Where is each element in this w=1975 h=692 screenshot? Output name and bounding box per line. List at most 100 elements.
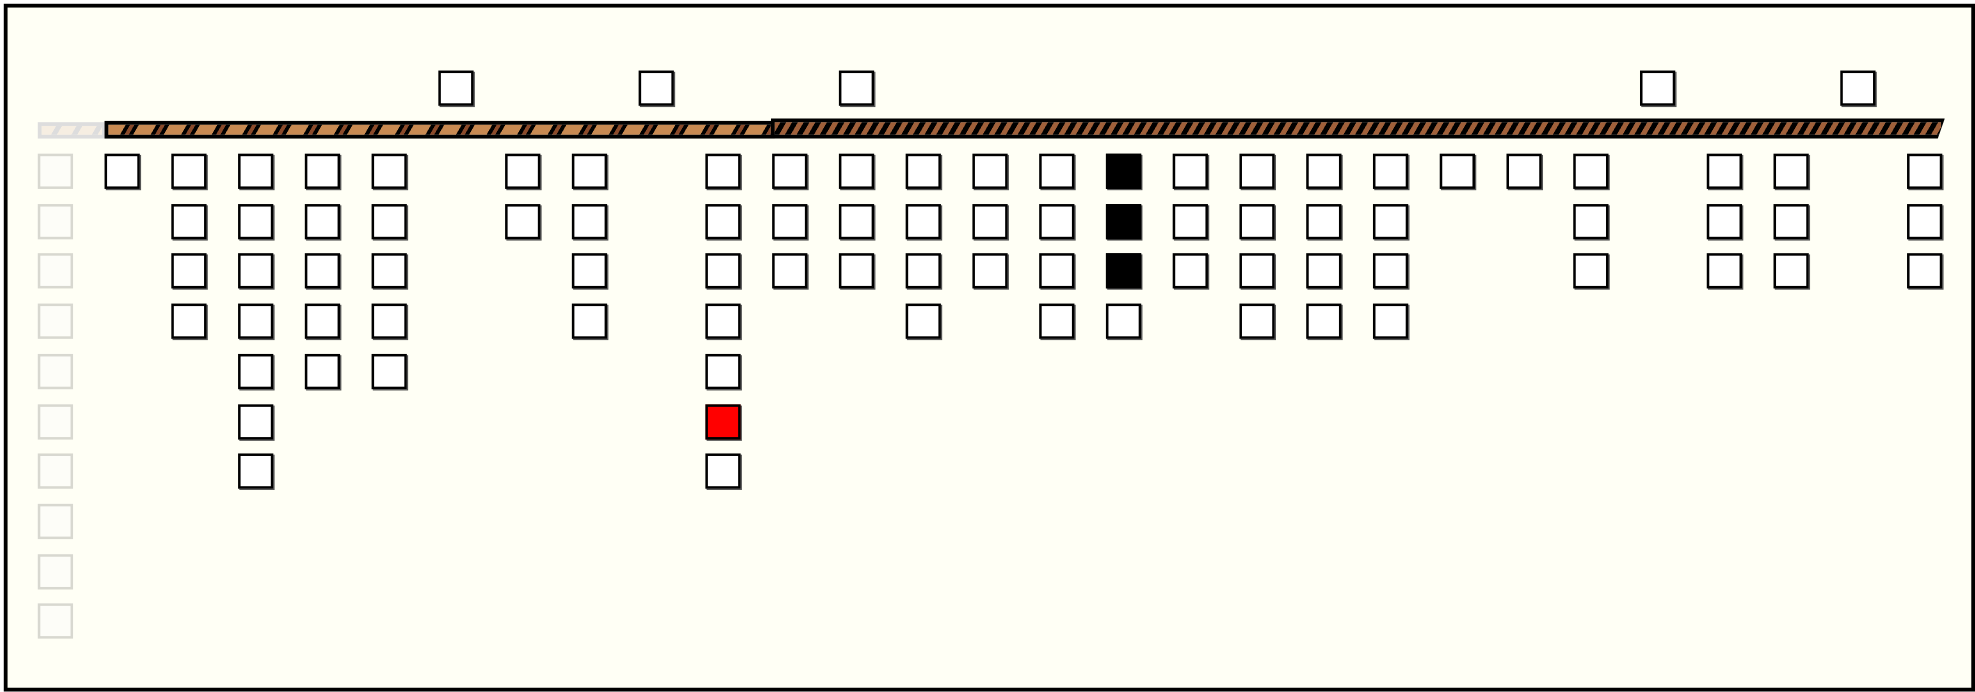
cell[interactable] (371, 204, 407, 240)
cell[interactable] (772, 153, 808, 189)
cell[interactable] (505, 153, 541, 189)
cell[interactable] (304, 253, 341, 289)
cell[interactable] (1039, 204, 1075, 240)
cell[interactable] (1907, 153, 1943, 189)
ghost-cell (37, 153, 74, 189)
cell[interactable] (1573, 253, 1609, 289)
ghost-rail (37, 122, 106, 139)
cell[interactable] (972, 204, 1008, 240)
cell[interactable] (1907, 204, 1943, 240)
cell[interactable] (705, 253, 741, 289)
cell[interactable] (1506, 153, 1542, 189)
cell[interactable] (1306, 153, 1342, 189)
black-cell[interactable] (1105, 153, 1142, 189)
cell[interactable] (171, 153, 207, 189)
cell[interactable] (238, 404, 274, 440)
ghost-cell (37, 503, 74, 539)
cell[interactable] (238, 253, 274, 289)
cell[interactable] (1573, 153, 1609, 189)
cell[interactable] (1706, 153, 1743, 189)
ghost-cell (37, 603, 74, 639)
top-slot[interactable] (438, 70, 474, 106)
cell[interactable] (838, 153, 875, 189)
cell[interactable] (705, 353, 741, 390)
cell[interactable] (571, 303, 608, 339)
cell[interactable] (1172, 253, 1208, 289)
cell[interactable] (171, 303, 207, 339)
cell[interactable] (371, 253, 407, 289)
cell[interactable] (705, 153, 741, 189)
cell[interactable] (1239, 204, 1275, 240)
cell[interactable] (371, 353, 407, 390)
cell[interactable] (1773, 253, 1809, 289)
cell[interactable] (972, 153, 1008, 189)
cell[interactable] (571, 153, 608, 189)
cell[interactable] (1172, 204, 1208, 240)
ghost-cell (37, 353, 74, 389)
cell[interactable] (171, 253, 207, 289)
rail-left (104, 120, 775, 139)
cell[interactable] (1105, 303, 1142, 339)
cell[interactable] (1306, 303, 1342, 339)
cell[interactable] (1039, 253, 1075, 289)
cell[interactable] (1239, 303, 1275, 339)
cell[interactable] (1172, 153, 1208, 189)
cell[interactable] (1372, 303, 1409, 339)
cell[interactable] (1306, 204, 1342, 240)
ghost-cell (37, 403, 74, 439)
cell[interactable] (705, 303, 741, 339)
cell[interactable] (1706, 253, 1743, 289)
cell[interactable] (238, 204, 274, 240)
cell[interactable] (1372, 153, 1409, 189)
cell[interactable] (972, 253, 1008, 289)
ghost-cell (37, 553, 74, 589)
cell[interactable] (1439, 153, 1475, 189)
top-slot[interactable] (638, 70, 674, 106)
cell[interactable] (505, 204, 541, 240)
cell[interactable] (1773, 204, 1809, 240)
cell[interactable] (772, 204, 808, 240)
cell[interactable] (304, 204, 341, 240)
game-board (3, 3, 1975, 692)
cell[interactable] (1306, 253, 1342, 289)
cell[interactable] (571, 204, 608, 240)
black-cell[interactable] (1105, 204, 1142, 240)
cell[interactable] (238, 353, 274, 390)
cell[interactable] (571, 253, 608, 289)
cell[interactable] (838, 253, 875, 289)
cell[interactable] (1773, 153, 1809, 189)
top-slot[interactable] (1639, 70, 1676, 106)
cell[interactable] (1573, 204, 1609, 240)
cell[interactable] (905, 303, 941, 339)
cell[interactable] (238, 303, 274, 339)
ghost-cell (37, 203, 74, 239)
cell[interactable] (171, 204, 207, 240)
cell[interactable] (238, 453, 274, 489)
cell[interactable] (1706, 204, 1743, 240)
cell[interactable] (905, 153, 941, 189)
black-cell[interactable] (1105, 253, 1142, 289)
cell[interactable] (1907, 253, 1943, 289)
cell[interactable] (905, 253, 941, 289)
cell[interactable] (371, 303, 407, 339)
cell[interactable] (304, 153, 341, 189)
cell[interactable] (1372, 253, 1409, 289)
cell[interactable] (1239, 153, 1275, 189)
cell[interactable] (772, 253, 808, 289)
cell[interactable] (371, 153, 407, 189)
top-slot[interactable] (838, 70, 875, 106)
cell[interactable] (304, 303, 341, 339)
cell[interactable] (905, 204, 941, 240)
cell[interactable] (838, 204, 875, 240)
top-slot[interactable] (1840, 70, 1876, 106)
red-cell[interactable] (705, 404, 741, 440)
cell[interactable] (705, 453, 741, 489)
cell[interactable] (705, 204, 741, 240)
cell[interactable] (1039, 153, 1075, 189)
cell[interactable] (1372, 204, 1409, 240)
cell[interactable] (1039, 303, 1075, 339)
cell[interactable] (304, 353, 341, 390)
cell[interactable] (1239, 253, 1275, 289)
cell[interactable] (104, 153, 140, 189)
cell[interactable] (238, 153, 274, 189)
